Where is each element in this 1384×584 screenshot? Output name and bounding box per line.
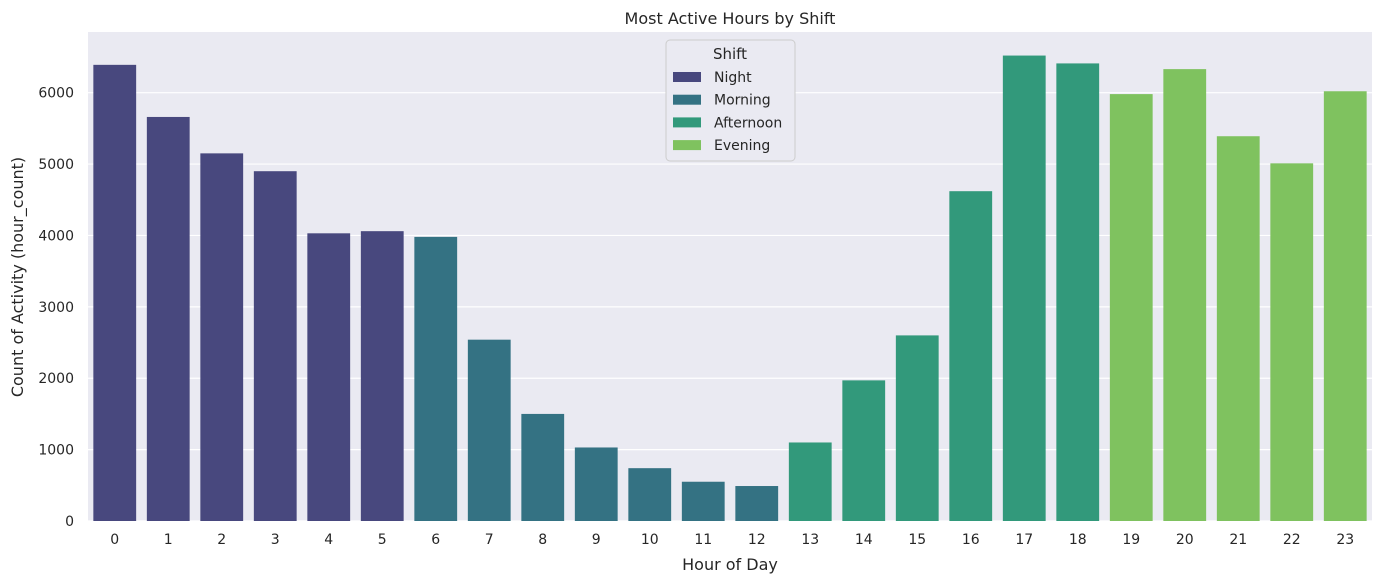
y-tick-labels: 0 1000 2000 3000 4000 5000 6000 — [38, 86, 74, 530]
bar-hour-9 — [574, 447, 618, 521]
x-tick-label: 11 — [694, 532, 712, 548]
y-axis-label: Count of Activity (hour_count) — [8, 157, 28, 397]
y-tick-label: 5000 — [38, 157, 74, 173]
bars — [93, 55, 1367, 522]
y-tick-label: 1000 — [38, 443, 74, 459]
legend-label-night: Night — [714, 70, 752, 86]
x-tick-label: 19 — [1122, 532, 1140, 548]
x-tick-label: 3 — [271, 532, 280, 548]
legend: Shift Night Morning Afternoon Evening — [665, 39, 796, 162]
x-tick-label: 12 — [748, 532, 766, 548]
y-tick-label: 4000 — [38, 228, 74, 244]
x-tick-label: 7 — [485, 532, 494, 548]
legend-title: Shift — [713, 45, 747, 63]
x-tick-label: 21 — [1229, 532, 1247, 548]
bar-hour-0 — [93, 64, 137, 522]
legend-label-morning: Morning — [714, 93, 771, 109]
x-axis-label: Hour of Day — [682, 555, 778, 574]
x-tick-label: 2 — [217, 532, 226, 548]
bar-hour-20 — [1163, 69, 1207, 522]
legend-swatch-morning — [673, 94, 701, 105]
x-tick-label: 5 — [378, 532, 387, 548]
bar-hour-15 — [895, 335, 939, 521]
y-tick-label: 0 — [65, 514, 74, 530]
bar-hour-8 — [521, 413, 565, 521]
bar-hour-16 — [949, 191, 993, 522]
grid-lines — [88, 92, 1372, 522]
bar-hour-7 — [467, 339, 511, 521]
bar-hour-2 — [200, 153, 244, 521]
bar-hour-3 — [253, 171, 297, 521]
y-tick-label: 6000 — [38, 86, 74, 102]
legend-label-afternoon: Afternoon — [714, 115, 782, 131]
y-tick-label: 3000 — [38, 300, 74, 316]
bar-hour-23 — [1323, 91, 1367, 521]
bar-hour-11 — [681, 481, 725, 521]
x-tick-label: 14 — [855, 532, 873, 548]
x-tick-label: 13 — [801, 532, 819, 548]
x-tick-label: 20 — [1176, 532, 1194, 548]
x-tick-label: 23 — [1336, 532, 1354, 548]
x-tick-label: 9 — [592, 532, 601, 548]
bar-hour-22 — [1270, 163, 1314, 522]
chart-title: Most Active Hours by Shift — [625, 9, 836, 28]
x-tick-label: 8 — [538, 532, 547, 548]
x-tick-label: 16 — [962, 532, 980, 548]
legend-swatch-evening — [673, 140, 701, 151]
bar-hour-18 — [1056, 63, 1100, 521]
bar-hour-6 — [414, 236, 458, 521]
bar-hour-5 — [360, 231, 404, 521]
legend-swatch-night — [673, 72, 701, 82]
bar-hour-4 — [307, 233, 351, 521]
x-tick-label: 17 — [1015, 532, 1033, 548]
x-tick-label: 6 — [431, 532, 440, 548]
bar-hour-21 — [1216, 136, 1260, 521]
bar-hour-17 — [1002, 55, 1046, 521]
x-tick-label: 4 — [324, 532, 333, 548]
bar-hour-10 — [628, 468, 672, 521]
x-tick-label: 10 — [641, 532, 659, 548]
bar-hour-14 — [842, 380, 886, 521]
legend-swatch-afternoon — [673, 117, 701, 128]
y-tick-label: 2000 — [38, 371, 74, 387]
x-tick-label: 1 — [164, 532, 173, 548]
x-tick-label: 22 — [1283, 532, 1301, 548]
legend-box — [665, 39, 796, 162]
legend-label-evening: Evening — [714, 138, 770, 154]
x-tick-labels: 0 1 2 3 4 5 6 7 8 9 10 11 12 13 14 15 16 17 18 19 20 21 22 23 — [110, 532, 1354, 548]
bar-hour-12 — [735, 486, 779, 521]
bar-hour-1 — [146, 116, 190, 521]
bar-hour-19 — [1109, 94, 1153, 521]
x-tick-label: 0 — [110, 532, 119, 548]
x-tick-label: 18 — [1069, 532, 1087, 548]
x-tick-label: 15 — [908, 532, 926, 548]
bar-hour-13 — [788, 442, 832, 521]
